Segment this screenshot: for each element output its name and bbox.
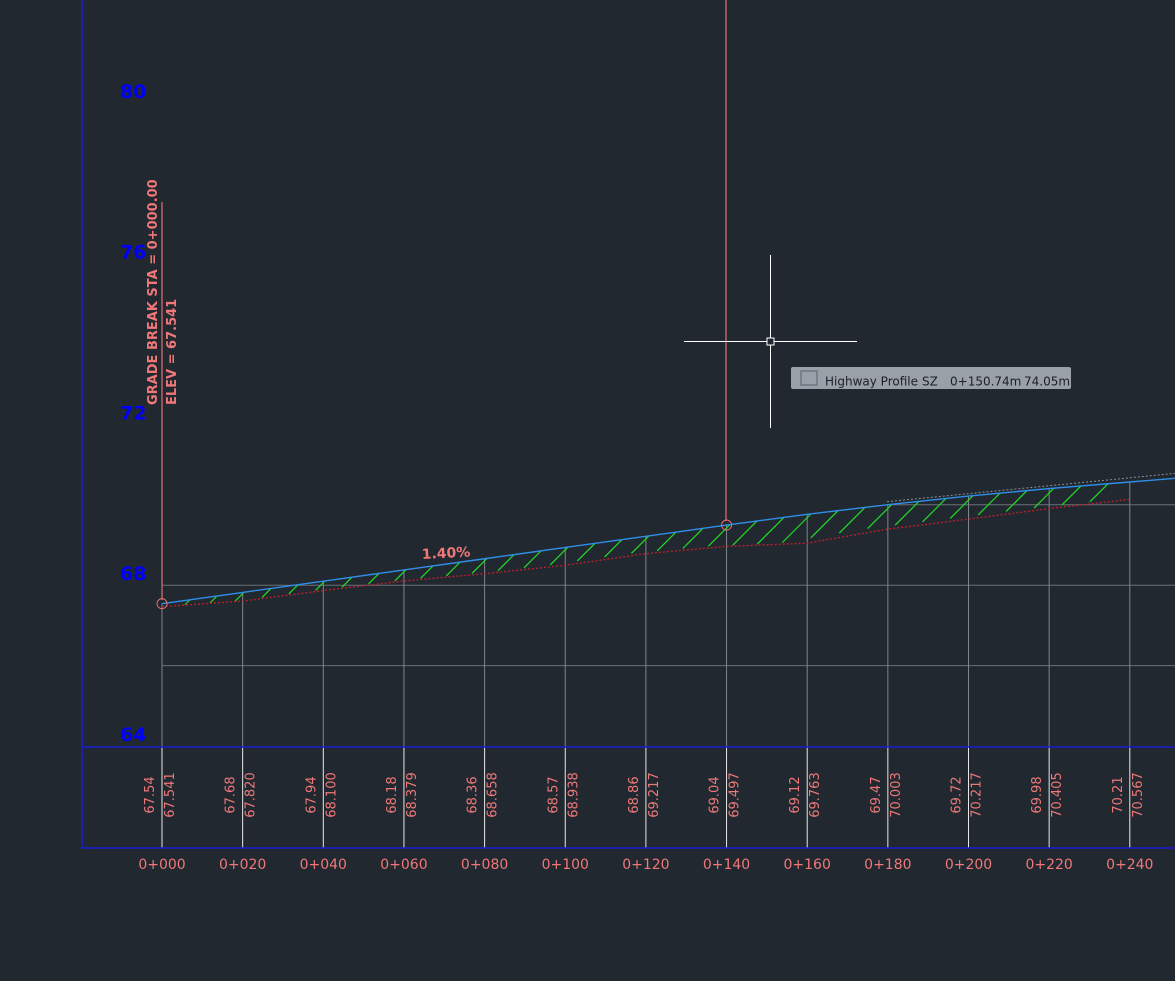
design-elevation: 67.541: [163, 772, 178, 818]
cut-hatch: [471, 557, 488, 574]
station-label: 0+200: [945, 857, 992, 873]
cut-hatch: [341, 576, 353, 588]
elevation-label: 80: [120, 81, 146, 103]
existing-surface: [886, 472, 1175, 503]
cut-hatch: [261, 588, 272, 598]
ground-elevation: 67.94: [304, 776, 319, 813]
station-label: 0+040: [300, 857, 347, 873]
cut-hatch: [368, 573, 380, 585]
ground-elevation: 68.36: [466, 776, 481, 813]
design-elevation: 70.003: [889, 772, 904, 818]
tooltip-mode: SZ: [922, 375, 938, 389]
ground-elevation: 67.54: [143, 776, 158, 813]
station-label: 0+240: [1106, 857, 1153, 873]
ground-elevation: 69.98: [1030, 776, 1045, 813]
grade-break-elevation: ELEV = 67.541: [165, 299, 180, 405]
grade-label: 1.40%: [421, 544, 470, 563]
cut-hatch: [288, 584, 299, 595]
cut-hatch: [781, 513, 812, 543]
design-elevation: 68.379: [405, 772, 420, 818]
cut-hatch: [394, 569, 407, 582]
cut-hatch: [234, 591, 245, 602]
tooltip: Highway Profile SZ 0+150.74m 74.05m: [791, 367, 1071, 389]
cut-hatch: [523, 550, 542, 569]
cut-hatch: [656, 531, 677, 552]
tooltip-elevation: 74.05m: [1024, 375, 1070, 389]
station-label: 0+180: [864, 857, 911, 873]
ground-elevation: 69.12: [788, 776, 803, 813]
cut-hatch: [184, 599, 191, 606]
design-elevation: 68.658: [486, 772, 501, 818]
station-label: 0+140: [703, 857, 750, 873]
cut-hatch: [576, 542, 596, 562]
elevation-label: 76: [120, 242, 146, 264]
cut-hatch: [315, 580, 326, 591]
design-elevation: 70.567: [1131, 772, 1146, 818]
cut-hatch: [810, 510, 839, 539]
ground-elevation: 68.57: [546, 776, 561, 813]
station-label: 0+020: [219, 857, 266, 873]
profile: [156, 472, 1175, 610]
ground-elevation: 69.47: [869, 776, 884, 813]
design-line-extension: [1129, 477, 1175, 483]
cut-hatch: [209, 595, 218, 604]
station-label: 0+160: [784, 857, 831, 873]
cut-hatch: [922, 498, 947, 523]
ground-elevation: 68.86: [627, 776, 642, 813]
cut-hatch: [1005, 490, 1028, 512]
cut-hatch: [949, 495, 974, 519]
station-label: 0+220: [1025, 857, 1072, 873]
tooltip-title: Highway Profile: [825, 375, 918, 389]
grid: [161, 482, 1175, 848]
cut-hatch: [549, 546, 569, 566]
cut-hatch: [445, 561, 461, 577]
design-elevation: 69.497: [728, 772, 743, 818]
station-label: 0+100: [542, 857, 589, 873]
elevation-label: 68: [120, 563, 146, 585]
cut-hatch: [631, 535, 650, 554]
cut-hatch: [894, 500, 920, 526]
station-label: 0+000: [138, 857, 185, 873]
design-elevation: 69.763: [808, 772, 823, 818]
cut-hatch: [756, 516, 785, 545]
design-line: [161, 481, 1130, 605]
station-label: 0+060: [380, 857, 427, 873]
ground-elevation: 68.18: [385, 776, 400, 813]
cursor-box: [766, 337, 775, 346]
cut-hatch: [1089, 483, 1109, 503]
grade-break-station: GRADE BREAK STA = 0+000.00: [146, 179, 161, 405]
design-elevation: 68.100: [324, 772, 339, 818]
cut-hatch: [707, 524, 731, 547]
design-elevation: 69.217: [647, 772, 662, 818]
cut-hatch: [497, 554, 515, 572]
cut-hatch: [977, 492, 1001, 516]
ground-elevation: 69.04: [708, 776, 723, 813]
elevation-label: 64: [120, 724, 146, 746]
ground-elevation: 67.68: [224, 776, 239, 813]
cut-hatch: [867, 503, 893, 530]
design-elevation: 67.820: [244, 772, 259, 818]
tooltip-station: 0+150.74m: [950, 375, 1021, 389]
elevation-label: 72: [120, 402, 146, 424]
cut-hatch: [604, 539, 623, 558]
design-elevation: 68.938: [566, 772, 581, 818]
ground-elevation: 69.72: [950, 776, 965, 813]
design-elevation: 70.217: [970, 772, 985, 818]
cut-hatch: [420, 565, 434, 579]
cut-hatch: [682, 527, 704, 549]
cut-hatch: [838, 506, 866, 534]
design-elevation: 70.405: [1050, 772, 1065, 818]
station-label: 0+080: [461, 857, 508, 873]
tooltip-icon: [800, 370, 818, 386]
cut-hatch: [1033, 487, 1055, 509]
station-label: 0+120: [622, 857, 669, 873]
cut-hatch: [732, 520, 758, 546]
tooltip-bg: [791, 367, 1071, 389]
cut-hatch: [1061, 485, 1082, 506]
ground-elevation: 70.21: [1111, 776, 1126, 813]
